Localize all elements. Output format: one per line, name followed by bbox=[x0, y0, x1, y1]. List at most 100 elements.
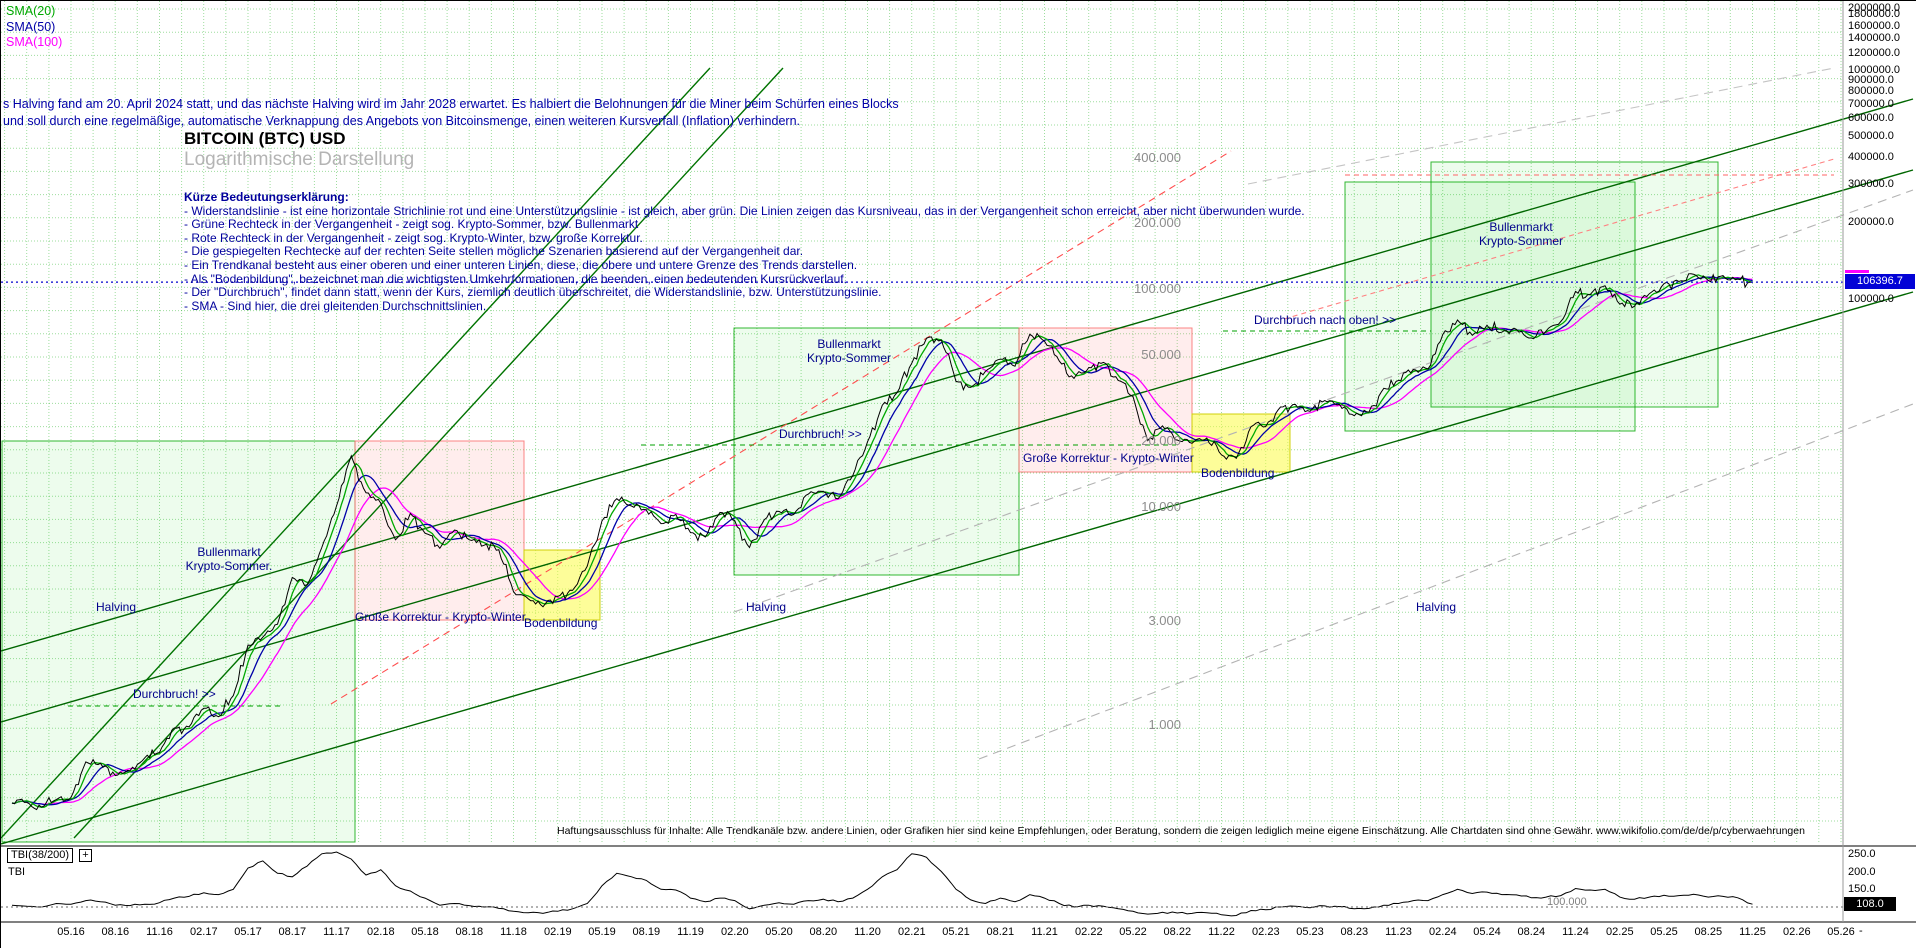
tbi-axis-label: 150.0 bbox=[1848, 883, 1876, 895]
x-axis-tick[interactable]: 02.18 bbox=[367, 926, 395, 938]
sma50-line bbox=[11, 276, 1753, 806]
x-axis-tick[interactable]: 08.20 bbox=[809, 926, 838, 938]
x-axis-tick[interactable]: 02.25 bbox=[1606, 926, 1634, 938]
y-axis-label: 2000000.0 bbox=[1848, 2, 1900, 14]
halving-label-3: Halving bbox=[1416, 600, 1457, 614]
price-level-label: 400.000 bbox=[1134, 150, 1181, 165]
chart-subtitle: Logarithmische Darstellung bbox=[184, 149, 415, 170]
x-axis-tick[interactable]: 11.21 bbox=[1031, 926, 1058, 938]
x-axis-tick[interactable]: 05.26 bbox=[1827, 926, 1855, 938]
trend-channel-lower bbox=[1, 291, 1914, 845]
bull-market-label-2: Bullenmarkt Krypto-Sommer bbox=[806, 337, 892, 365]
x-axis-tick[interactable]: 08.16 bbox=[101, 926, 130, 938]
x-axis-tick[interactable]: 02.24 bbox=[1429, 926, 1457, 938]
explanation-block: Kürze Bedeutungserklärung: - Widerstands… bbox=[184, 190, 1305, 313]
x-axis-tick[interactable]: 08.17 bbox=[278, 926, 307, 938]
halving-info-line1: s Halving fand am 20. April 2024 statt, … bbox=[3, 97, 899, 111]
trend-channel-upper bbox=[1, 98, 1914, 652]
x-axis-tick[interactable]: 02.21 bbox=[898, 926, 926, 938]
tbi-add-button[interactable]: + bbox=[79, 849, 92, 862]
x-axis-tick[interactable]: 11.19 bbox=[677, 926, 704, 938]
steep-channel-1 bbox=[1, 67, 711, 839]
explanation-line: - Rote Rechteck in der Vergangenheit - z… bbox=[184, 230, 643, 245]
x-axis-tick[interactable]: 05.18 bbox=[411, 926, 439, 938]
tbi-indicator-label[interactable]: TBI(38/200) bbox=[7, 848, 74, 863]
bottom-label-2: Bodenbildung bbox=[1201, 466, 1275, 480]
x-axis-tick[interactable]: 05.17 bbox=[234, 926, 262, 938]
y-axis-label: 600000.0 bbox=[1848, 112, 1894, 124]
y-axis-label: 1000000.0 bbox=[1848, 64, 1900, 76]
legend-sma100: SMA(100) bbox=[6, 35, 63, 49]
y-axis-label: 1800000.0 bbox=[1848, 8, 1900, 20]
x-axis-tick[interactable]: 02.19 bbox=[544, 926, 572, 938]
explanation-line: - Die gespiegelten Rechtecke auf der rec… bbox=[184, 244, 804, 259]
x-axis-tick[interactable]: 11.22 bbox=[1208, 926, 1235, 938]
y-axis-label: 200000.0 bbox=[1848, 216, 1894, 228]
y-axis-label: 1400000.0 bbox=[1848, 32, 1900, 44]
explanation-line: - Ein Trendkanal besteht aus einer obere… bbox=[184, 257, 858, 272]
x-axis-tick[interactable]: 11.23 bbox=[1385, 926, 1412, 938]
sma100-axis-tick bbox=[1845, 270, 1869, 273]
x-axis-tick[interactable]: 08.22 bbox=[1163, 926, 1192, 938]
axis-end-dash: - bbox=[1859, 925, 1863, 937]
y-axis-label: 500000.0 bbox=[1848, 130, 1894, 142]
tbi-line bbox=[11, 851, 1753, 917]
y-axis-label: 400000.0 bbox=[1848, 151, 1894, 163]
price-level-label: 1.000 bbox=[1148, 717, 1181, 732]
x-axis-tick[interactable]: 11.25 bbox=[1739, 926, 1766, 938]
x-axis-tick[interactable]: 11.20 bbox=[854, 926, 881, 938]
bottom-2018-2019-region bbox=[523, 549, 601, 621]
x-axis-tick[interactable]: 05.16 bbox=[57, 926, 85, 938]
bull-2016-2017-region bbox=[1, 440, 356, 843]
halving-label-1: Halving bbox=[96, 600, 137, 614]
bottom-label-1: Bodenbildung bbox=[524, 616, 598, 630]
sma20-line bbox=[11, 274, 1753, 808]
explanation-line: - Der "Durchbruch", findet dann statt, w… bbox=[184, 285, 882, 300]
x-axis-tick[interactable]: 02.23 bbox=[1252, 926, 1280, 938]
x-axis-tick[interactable]: 11.18 bbox=[500, 926, 527, 938]
resistance-diagonal-1 bbox=[330, 150, 1232, 705]
x-axis-tick[interactable]: 08.23 bbox=[1340, 926, 1369, 938]
x-axis-tick[interactable]: 08.24 bbox=[1517, 926, 1546, 938]
legend-sma20: SMA(20) bbox=[6, 4, 56, 18]
y-axis-label: 800000.0 bbox=[1848, 85, 1894, 97]
price-level-label: 200.000 bbox=[1134, 215, 1181, 230]
breakout-up-label: Durchbruch nach oben! >> bbox=[1254, 313, 1397, 327]
y-axis-label: 300000.0 bbox=[1848, 178, 1894, 190]
x-axis-tick[interactable]: 02.26 bbox=[1783, 926, 1811, 938]
halving-info-line2: und soll durch eine regelmäßige, automat… bbox=[3, 114, 800, 128]
x-axis-tick[interactable]: 05.24 bbox=[1473, 926, 1501, 938]
halving-label-2: Halving bbox=[746, 600, 787, 614]
explanation-heading: Kürze Bedeutungserklärung: bbox=[184, 190, 349, 204]
x-axis-tick[interactable]: 05.19 bbox=[588, 926, 616, 938]
x-axis-tick[interactable]: 05.21 bbox=[942, 926, 970, 938]
legend-sma50: SMA(50) bbox=[6, 19, 56, 34]
x-axis-tick[interactable]: 05.25 bbox=[1650, 926, 1678, 938]
price-level-label: 100.000 bbox=[1134, 281, 1181, 296]
mirror-channel-1 bbox=[733, 189, 1914, 613]
x-axis-tick[interactable]: 02.22 bbox=[1075, 926, 1103, 938]
explanation-line: - Widerstandslinie - ist eine horizontal… bbox=[184, 203, 1305, 218]
sma100-line bbox=[11, 276, 1753, 805]
x-axis-tick[interactable]: 08.25 bbox=[1694, 926, 1723, 938]
x-axis-tick[interactable]: 05.22 bbox=[1119, 926, 1147, 938]
mirror-channel-2 bbox=[978, 403, 1914, 760]
x-axis-tick[interactable]: 11.17 bbox=[323, 926, 350, 938]
x-axis-tick[interactable]: 08.18 bbox=[455, 926, 484, 938]
chart-title: BITCOIN (BTC) USD bbox=[184, 129, 346, 148]
x-axis-tick[interactable]: 08.21 bbox=[986, 926, 1015, 938]
tbi-level-label: 100.000 bbox=[1547, 896, 1587, 908]
x-axis-tick[interactable]: 11.24 bbox=[1562, 926, 1589, 938]
bull-scenario-mirror-region bbox=[1430, 161, 1719, 408]
x-axis-tick[interactable]: 08.19 bbox=[632, 926, 661, 938]
x-axis-tick[interactable]: 02.17 bbox=[190, 926, 218, 938]
tbi-axis-label: 250.0 bbox=[1848, 848, 1876, 860]
x-axis-tick[interactable]: 05.23 bbox=[1296, 926, 1324, 938]
x-axis-tick[interactable]: 05.20 bbox=[765, 926, 793, 938]
x-axis-tick[interactable]: 02.20 bbox=[721, 926, 749, 938]
breakout-label-1: Durchbruch! >> bbox=[133, 687, 216, 701]
x-axis-tick[interactable]: 11.16 bbox=[146, 926, 173, 938]
mirror-channel-3 bbox=[1247, 67, 1835, 185]
